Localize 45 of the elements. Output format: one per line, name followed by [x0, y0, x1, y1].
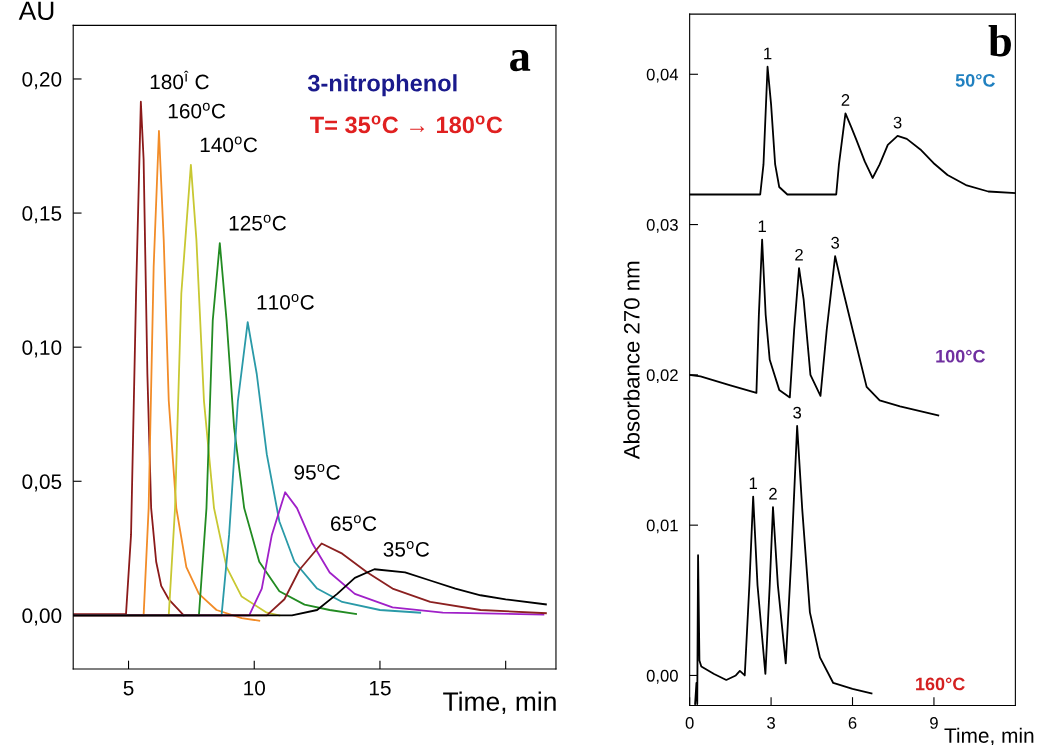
annotation: 3: [793, 406, 802, 419]
annotation: 1: [749, 477, 757, 489]
y-tick-label: 0,04: [646, 68, 679, 83]
y-tick-label: 0,00: [22, 608, 62, 626]
annotation: 3: [893, 116, 902, 129]
annotation: b: [988, 25, 1011, 57]
annotation: 100°C: [936, 349, 986, 363]
annotation: 1: [764, 47, 772, 60]
x-tick-label: 5: [123, 680, 134, 696]
annotation: 2: [841, 94, 850, 106]
y-tick-label: 0,05: [22, 474, 62, 492]
x-tick-label: 9: [930, 717, 938, 729]
y-tick-label: 0,00: [646, 669, 678, 684]
series-label: 140$^{o}$C: [200, 136, 258, 153]
series-label: 65$^{o}$C: [331, 515, 377, 531]
annotation: 2: [795, 248, 803, 261]
y-tick-label: 0,10: [22, 340, 62, 358]
annotation: 2: [769, 487, 777, 500]
y-tick-label: 0,03: [646, 218, 678, 233]
series-label: 95$^{o}$C: [294, 463, 340, 480]
y-tick-label: 0,02: [646, 369, 678, 384]
x-axis-title: Time, min: [443, 691, 556, 715]
x-tick-label: 0: [685, 717, 694, 729]
y-tick-label: 0,15: [22, 206, 62, 224]
x-tick-label: 3: [767, 717, 775, 729]
series-label: 35$^{o}$C: [383, 540, 430, 557]
y-tick-label: 0,01: [646, 519, 678, 534]
annotation: a: [510, 49, 531, 72]
y-axis-title: AU: [18, 1, 54, 21]
annotation: 50°C: [955, 73, 995, 87]
series-label: 160$^{o}$C: [168, 102, 226, 119]
y-axis-title: Absorbance 270 nm: [623, 261, 640, 460]
series-label: 110$^{o}$C: [257, 293, 314, 310]
series-label: 125$^{o}$C: [229, 214, 286, 231]
series-label: 180$^{î}$ C: [150, 70, 209, 90]
annotation: 3-nitrophenol: [307, 74, 457, 97]
x-axis-title: Time, min: [944, 727, 1034, 745]
annotation: T= 35$^{o}$C → 180$^{o}$C: [310, 115, 503, 134]
annotation: 160°C: [916, 677, 965, 691]
x-tick-label: 6: [848, 717, 857, 729]
y-tick-label: 0,20: [22, 71, 62, 90]
x-tick-label: 15: [369, 680, 391, 696]
x-tick-label: 10: [244, 680, 266, 696]
annotation: 1: [758, 220, 766, 232]
annotation: 3: [831, 236, 840, 249]
